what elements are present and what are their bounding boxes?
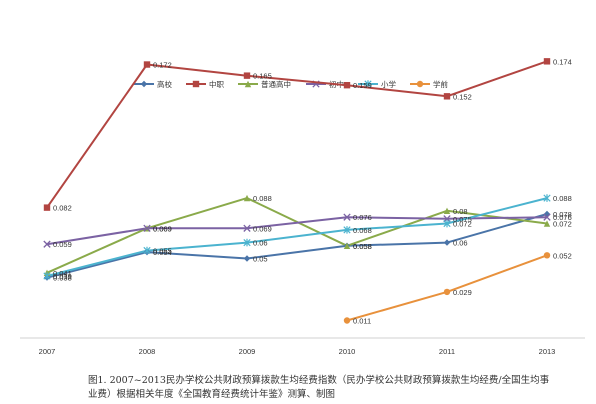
- legend-marker-series-6: [416, 80, 424, 88]
- legend-marker-series-1: [140, 80, 148, 88]
- legend-label-series-1: 高校: [157, 79, 172, 89]
- data-label-series-4-2008: 0.069: [153, 224, 172, 233]
- point-series-4-2010: [343, 213, 351, 221]
- data-label-series-3-2010: 0.058: [353, 242, 372, 251]
- point-series-2-2008: [143, 61, 151, 68]
- line-series-6: [346, 254, 548, 322]
- point-series-3-2010: [343, 242, 351, 249]
- data-label-series-5-2008: 0.055: [153, 247, 172, 256]
- point-series-5-2013: [543, 194, 551, 202]
- series-markers: [43, 58, 551, 324]
- point-series-3-2009: [243, 194, 251, 202]
- point-series-1-2011: [443, 239, 451, 246]
- data-label-series-3-2011: 0.08: [453, 207, 468, 216]
- point-series-2-2007: [43, 204, 51, 211]
- legend-label-series-5: 小学: [381, 79, 396, 89]
- x-tick-2009: 2009: [239, 347, 256, 356]
- x-tick-2013: 2013: [539, 347, 556, 356]
- point-series-4-2013: [543, 213, 551, 221]
- data-labels: 0.038 0.054 0.05 0.058 0.06 0.078 0.082 0.172 0.…: [53, 57, 572, 325]
- point-series-1-2013: [543, 210, 551, 218]
- series-lines: [46, 60, 548, 322]
- line-series-1: [46, 213, 548, 279]
- point-series-2-2009: [243, 72, 251, 79]
- data-label-series-2-2009: 0.165: [253, 72, 272, 81]
- legend-item-series-6: 学前: [410, 79, 448, 89]
- point-series-5-2007: [43, 272, 51, 280]
- legend-item-series-1: 高校: [134, 79, 172, 89]
- point-series-5-2010: [343, 226, 351, 234]
- x-tick-2011: 2011: [439, 347, 455, 356]
- data-label-series-1-2009: 0.05: [253, 255, 268, 264]
- data-label-series-5-2013: 0.088: [553, 194, 572, 203]
- data-label-series-3-2013: 0.072: [553, 220, 572, 229]
- point-series-3-2011: [443, 207, 451, 214]
- data-label-series-1-2011: 0.06: [453, 239, 468, 248]
- point-series-6-2010: [343, 317, 351, 324]
- data-label-series-4-2013: 0.076: [553, 213, 572, 222]
- data-label-series-4-2011: 0.075: [453, 215, 472, 224]
- x-axis-ticks: 2007 2008 2009 2010 2011 2013: [39, 347, 556, 356]
- point-series-2-2011: [443, 93, 451, 100]
- point-series-2-2010: [343, 81, 351, 89]
- point-series-6-2011: [443, 288, 451, 296]
- data-label-series-2-2007: 0.082: [53, 204, 72, 213]
- data-label-series-2-2013: 0.174: [553, 57, 572, 66]
- point-series-5-2008: [143, 246, 151, 255]
- line-series-2: [46, 60, 548, 209]
- data-label-series-5-2011: 0.072: [453, 220, 472, 229]
- x-tick-2008: 2008: [139, 347, 156, 356]
- legend-item-series-3: 普通高中: [238, 79, 291, 89]
- legend-label-series-6: 学前: [433, 79, 448, 89]
- data-label-series-6-2013: 0.052: [553, 251, 572, 260]
- legend-marker-series-3: [244, 80, 252, 88]
- data-label-series-5-2010: 0.068: [353, 226, 372, 235]
- data-label-series-3-2009: 0.088: [253, 194, 272, 203]
- point-series-2-2013: [543, 58, 551, 65]
- data-label-series-2-2010: 0.159: [353, 81, 372, 90]
- data-label-series-6-2011: 0.029: [453, 288, 472, 297]
- data-label-series-4-2007: 0.059: [53, 240, 72, 249]
- point-series-4-2007: [43, 240, 51, 248]
- data-label-series-5-2007: 0.039: [53, 272, 72, 281]
- legend-marker-series-2: [192, 80, 200, 88]
- x-tick-2007: 2007: [39, 347, 56, 356]
- data-label-series-5-2009: 0.06: [253, 239, 268, 248]
- data-label-series-1-2007: 0.038: [53, 274, 72, 283]
- point-series-5-2011: [443, 219, 451, 228]
- data-label-series-3-2007: 0.041: [53, 269, 72, 278]
- line-series-5: [46, 197, 548, 277]
- data-label-series-2-2008: 0.172: [153, 61, 172, 70]
- point-series-4-2008: [143, 224, 151, 232]
- data-label-series-4-2009: 0.069: [253, 224, 272, 233]
- data-label-series-1-2013: 0.078: [553, 210, 572, 219]
- point-series-5-2009: [243, 238, 251, 247]
- x-tick-2010: 2010: [339, 347, 356, 356]
- point-series-3-2013: [543, 220, 551, 227]
- data-label-series-1-2010: 0.058: [353, 242, 372, 251]
- legend-item-series-2: 中职: [186, 79, 224, 89]
- data-label-series-2-2011: 0.152: [453, 92, 472, 101]
- data-label-series-3-2008: 0.069: [153, 224, 172, 233]
- data-label-series-6-2010: 0.011: [353, 317, 371, 326]
- point-series-4-2009: [243, 224, 251, 232]
- legend-label-series-3: 普通高中: [261, 79, 291, 89]
- point-series-6-2013: [543, 252, 551, 259]
- figure-caption: 图1. 2007~2013民办学校公共财政预算拨款生均经费指数（民办学校公共财政…: [88, 375, 550, 400]
- point-series-1-2009: [243, 255, 251, 262]
- legend-label-series-2: 中职: [209, 79, 224, 89]
- data-label-series-4-2010: 0.076: [353, 213, 372, 222]
- data-label-series-1-2008: 0.054: [153, 248, 172, 257]
